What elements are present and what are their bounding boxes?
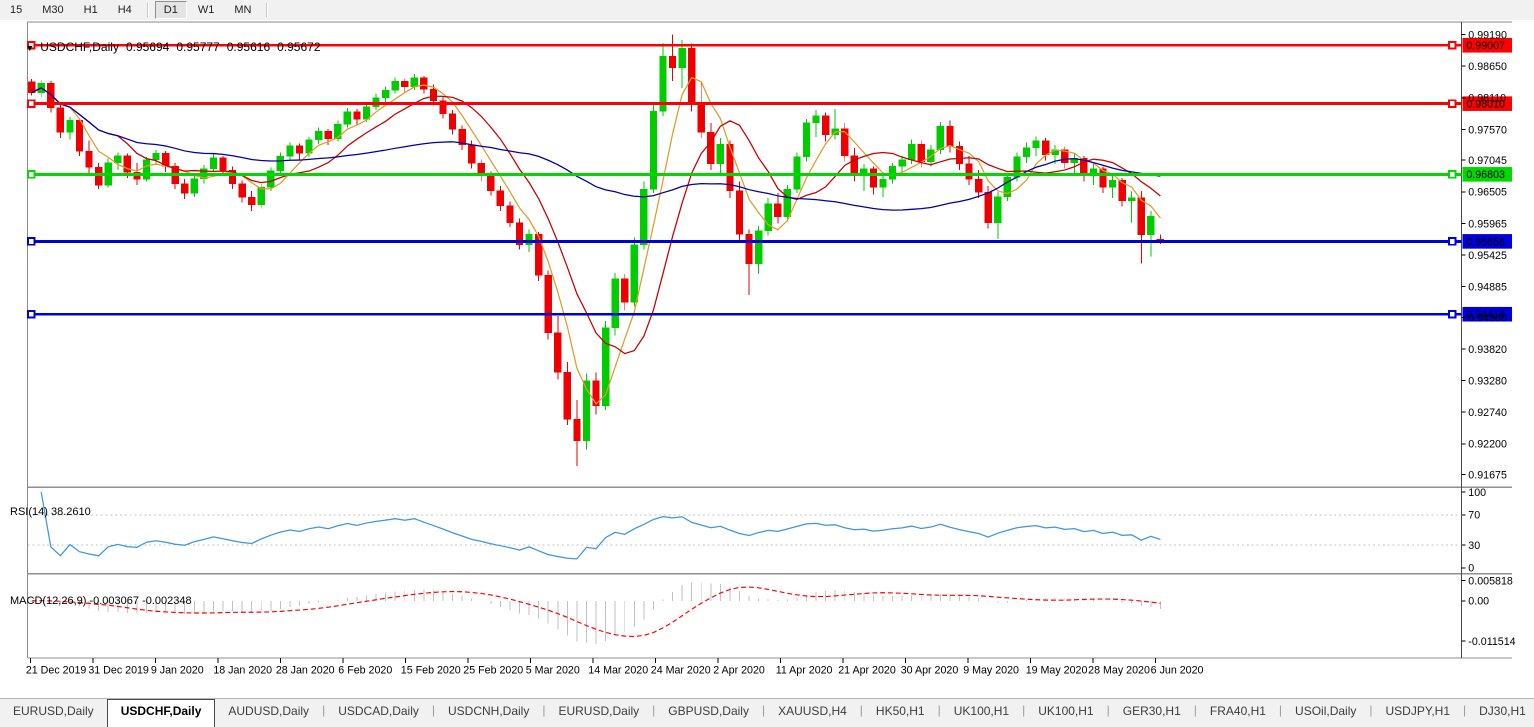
chart-tab-audusd-daily-2[interactable]: AUDUSD,Daily [228,704,310,718]
svg-text:5 Mar 2020: 5 Mar 2020 [526,665,580,677]
tab-separator: | [431,703,435,717]
svg-text:30: 30 [1468,540,1480,552]
timeframe-button-w1[interactable]: W1 [197,4,215,16]
svg-text:-0.011514: -0.011514 [1468,636,1515,648]
chart-tab-uk100-h1-9[interactable]: UK100,H1 [953,704,1010,718]
tab-separator: | [542,703,546,717]
chart-tab-dj30-h1-15[interactable]: DJ30,H1 [1479,704,1526,718]
svg-text:0.91675: 0.91675 [1468,469,1507,481]
svg-text:0.95658: 0.95658 [1466,236,1505,248]
svg-text:0.96803: 0.96803 [1466,169,1505,181]
svg-text:0.92740: 0.92740 [1468,407,1507,419]
chart-window: 0.99007 0.98010 0.96803 0.95658 0.94414 0.991… [0,20,1534,698]
chart-title: ▼ USDCHF,Daily 0.95694 0.95777 0.95616 0.9567… [12,26,321,68]
svg-text:14 Mar 2020: 14 Mar 2020 [588,665,648,677]
svg-text:15 Feb 2020: 15 Feb 2020 [401,665,461,677]
svg-text:0.95965: 0.95965 [1468,218,1507,230]
timeframe-toolbar: 15 M30 H1 H4 D1 W1 MN [0,0,1534,21]
tab-separator: | [1022,703,1026,717]
svg-text:0.98010: 0.98010 [1466,99,1505,111]
svg-text:2 Apr 2020: 2 Apr 2020 [713,665,765,677]
svg-text:0.94360: 0.94360 [1468,312,1507,324]
ohlc-open: 0.95694 [125,40,170,54]
ohlc-low: 0.95616 [226,40,271,54]
chart-tab-usdchf-daily-1[interactable]: USDCHF,Daily [106,699,216,727]
ohlc-high: 0.95777 [176,40,220,54]
chart-tab-bar: EURUSD,Daily USDCHF,Daily AUDUSD,Daily | USD… [0,698,1534,727]
timeframe-button-m30[interactable]: M30 [42,4,64,16]
chevron-down-icon[interactable]: ▼ [25,43,35,53]
timeframe-button-d1[interactable]: D1 [154,1,187,19]
svg-text:0.00: 0.00 [1468,596,1489,608]
chart-tab-fra40-h1-12[interactable]: FRA40,H1 [1209,704,1266,718]
toolbar-divider [146,3,149,17]
svg-text:0.94414: 0.94414 [1466,309,1505,321]
rsi-label: RSI(14) 38.2610 [10,506,91,518]
svg-text:30 Apr 2020: 30 Apr 2020 [901,665,959,677]
toolbar-divider [266,3,269,17]
svg-text:0.93820: 0.93820 [1468,344,1507,356]
chart-tab-usdcnh-daily-4[interactable]: USDCNH,Daily [448,704,530,718]
svg-text:6 Feb 2020: 6 Feb 2020 [338,665,392,677]
svg-text:0.93280: 0.93280 [1468,376,1507,388]
timeframe-button-h4[interactable]: H4 [117,4,132,16]
chart-canvas[interactable]: 0.99007 0.98010 0.96803 0.95658 0.94414 0.991… [0,20,1534,698]
tab-separator: | [859,703,863,717]
svg-text:0: 0 [1468,563,1474,575]
tab-separator: | [1278,703,1283,717]
svg-text:0.99007: 0.99007 [1466,40,1505,52]
tab-separator: | [652,703,656,717]
svg-text:9 May 2020: 9 May 2020 [963,665,1019,677]
chart-tab-ger30-h1-11[interactable]: GER30,H1 [1122,704,1181,718]
svg-text:0.94885: 0.94885 [1468,282,1507,294]
svg-text:0.97045: 0.97045 [1468,155,1507,167]
chart-symbol-label: USDCHF,Daily [40,40,119,54]
chart-tab-eurusd-daily-0[interactable]: EURUSD,Daily [13,704,94,718]
svg-text:6 Jun 2020: 6 Jun 2020 [1151,665,1204,677]
svg-text:18 Jan 2020: 18 Jan 2020 [213,665,272,677]
tab-separator: | [1193,703,1197,717]
svg-text:0.95425: 0.95425 [1468,250,1507,262]
timeframe-button-mn[interactable]: MN [234,4,252,16]
svg-text:9 Jan 2020: 9 Jan 2020 [151,665,204,677]
chart-tab-usdcad-daily-3[interactable]: USDCAD,Daily [338,704,419,718]
tab-separator: | [1106,703,1110,717]
tab-separator: | [322,703,326,717]
tab-separator: | [937,703,941,717]
svg-text:19 May 2020: 19 May 2020 [1026,665,1088,677]
svg-text:0.92200: 0.92200 [1468,439,1507,451]
chart-tab-xauusd-h4-7[interactable]: XAUUSD,H4 [778,704,847,718]
chart-tab-uk100-h1-10[interactable]: UK100,H1 [1038,704,1094,718]
chart-tab-eurusd-daily-5[interactable]: EURUSD,Daily [558,704,640,718]
svg-text:0.98110: 0.98110 [1468,93,1506,105]
chart-tab-hk50-h1-8[interactable]: HK50,H1 [875,704,925,718]
svg-text:0.96505: 0.96505 [1468,187,1507,199]
svg-text:0.98650: 0.98650 [1468,61,1507,73]
svg-text:0.005818: 0.005818 [1468,575,1513,587]
timeframe-button-h1[interactable]: H1 [83,4,98,16]
svg-text:28 May 2020: 28 May 2020 [1088,665,1150,677]
svg-text:70: 70 [1468,510,1480,522]
svg-text:100: 100 [1468,487,1486,499]
svg-text:31 Dec 2019: 31 Dec 2019 [88,665,149,677]
timeframe-button-15[interactable]: 15 [10,4,23,16]
tab-separator: | [1463,703,1467,717]
svg-text:25 Feb 2020: 25 Feb 2020 [463,665,523,677]
macd-label: MACD(12,26,9) -0.003067 -0.002348 [10,595,192,607]
svg-text:11 Apr 2020: 11 Apr 2020 [776,665,833,677]
svg-text:28 Jan 2020: 28 Jan 2020 [276,665,335,677]
svg-text:24 Mar 2020: 24 Mar 2020 [651,665,711,677]
tab-separator: | [761,703,766,717]
chart-tab-usoil-daily-13[interactable]: USOil,Daily [1295,704,1357,718]
chart-tab-gbpusd-daily-6[interactable]: GBPUSD,Daily [668,704,749,718]
ohlc-close: 0.95672 [277,40,321,54]
svg-text:0.99190: 0.99190 [1468,29,1507,41]
svg-text:21 Dec 2019: 21 Dec 2019 [26,665,87,677]
svg-text:0.97570: 0.97570 [1468,124,1507,136]
tab-separator: | [1369,703,1373,717]
svg-text:21 Apr 2020: 21 Apr 2020 [838,665,896,677]
chart-tab-usdjpy-h1-14[interactable]: USDJPY,H1 [1385,704,1450,718]
